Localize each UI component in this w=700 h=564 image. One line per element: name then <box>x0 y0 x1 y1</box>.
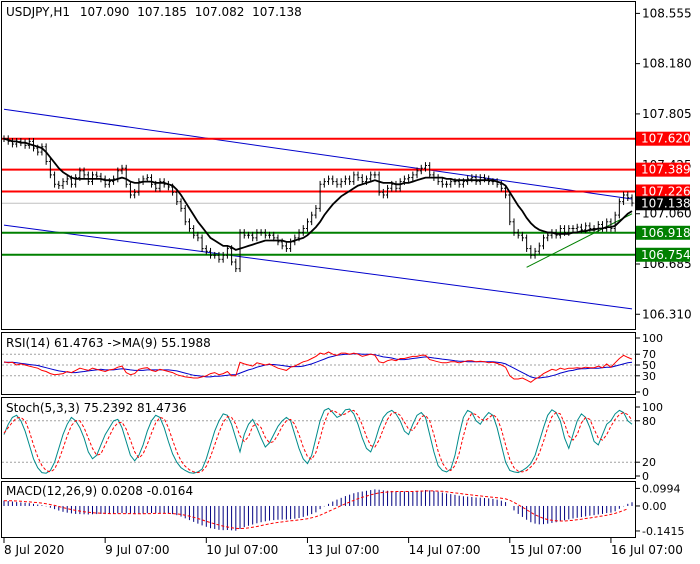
rsi-y-tick-label: 30 <box>642 370 656 383</box>
level-label: 106.918 <box>641 226 691 240</box>
rsi-y-tick-label: 100 <box>642 332 663 345</box>
x-tick-label: 16 Jul 07:00 <box>611 543 683 557</box>
x-tick-label: 13 Jul 07:00 <box>307 543 379 557</box>
x-tick-label: 8 Jul 2020 <box>4 543 64 557</box>
x-tick-label: 9 Jul 07:00 <box>105 543 169 557</box>
current-price-label: 107.138 <box>641 196 691 210</box>
stoch-y-tick-label: 80 <box>642 415 656 428</box>
macd-panel-frame <box>1 481 636 538</box>
level-label: 107.620 <box>641 132 691 146</box>
macd-y-tick-label: 0.00 <box>642 500 667 513</box>
rsi-line <box>3 351 633 383</box>
level-label-box <box>636 225 690 240</box>
stoch-k-line <box>3 407 633 474</box>
rsi-panel-frame <box>1 332 636 395</box>
macd-y-tick-label: -0.1415 <box>642 525 684 538</box>
price-moving-average <box>3 137 633 251</box>
rsi-y-tick-label: 0 <box>642 386 649 399</box>
rsi-header: RSI(14) 61.4763 ->MA(9) 55.1988 <box>6 336 211 350</box>
price-panel-frame <box>1 1 636 330</box>
stoch-y-tick-label: 0 <box>642 470 649 483</box>
level-label-box <box>636 184 690 199</box>
stoch-y-tick-label: 100 <box>642 401 663 414</box>
trend-line <box>3 108 633 200</box>
macd-y-tick-label: 0.0994 <box>642 482 681 495</box>
rsi-y-tick-label: 70 <box>642 348 656 361</box>
level-label: 107.389 <box>641 163 691 177</box>
price-y-tick-label: 108.180 <box>642 57 692 71</box>
macd-layer: 0.0994 0.00 -0.1415 <box>3 482 684 538</box>
macd-header: MACD(12,26,9) 0.0208 -0.0164 <box>6 484 193 498</box>
macd-signal-line <box>4 490 628 530</box>
current-price-box <box>636 196 690 211</box>
price-layer: 108.555108.180107.805107.425107.060106.6… <box>2 6 692 321</box>
stoch-d-line <box>3 409 633 474</box>
stoch-header: Stoch(5,3,3) 75.2392 81.4736 <box>6 401 187 415</box>
x-tick-label: 14 Jul 07:00 <box>409 543 481 557</box>
price-y-tick-label: 107.805 <box>642 107 692 121</box>
price-header: USDJPY,H1 107.090 107.185 107.082 107.13… <box>6 5 302 19</box>
stoch-y-tick-label: 20 <box>642 456 656 469</box>
level-label: 106.754 <box>641 248 691 262</box>
rsi-y-tick-label: 50 <box>642 359 656 372</box>
price-y-tick-label: 108.555 <box>642 6 692 20</box>
price-y-tick-label: 106.310 <box>642 307 692 321</box>
x-tick-label: 10 Jul 07:00 <box>206 543 278 557</box>
x-tick-label: 15 Jul 07:00 <box>510 543 582 557</box>
x-axis-layer: 8 Jul 2020 9 Jul 07:00 10 Jul 07:00 13 Jul … <box>3 538 683 557</box>
trend-line <box>526 213 633 268</box>
level-label-box <box>636 131 690 146</box>
level-label: 107.226 <box>641 184 691 198</box>
trend-line <box>3 224 633 310</box>
level-label-box <box>636 162 690 177</box>
level-label-box <box>636 247 690 262</box>
